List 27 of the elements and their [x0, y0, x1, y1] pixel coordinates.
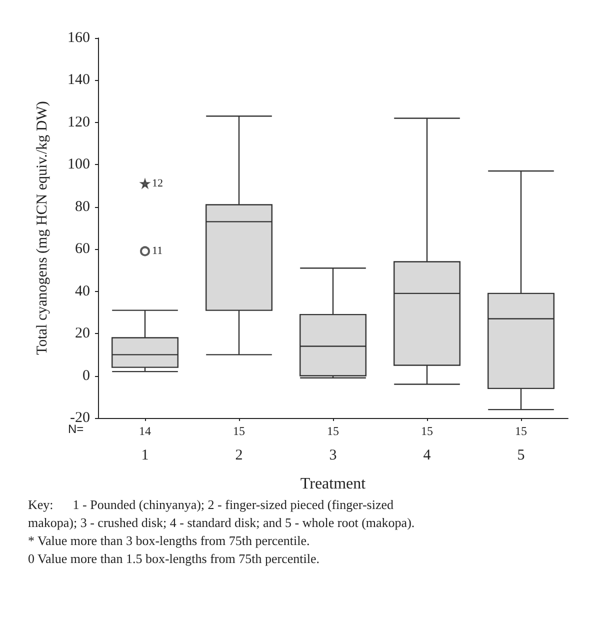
y-axis-title: Total cyanogens (mg HCN equiv./kg DW): [34, 101, 50, 355]
x-tick-label: 5: [517, 448, 525, 464]
text: Key: 1 - Pounded (chinyanya); 2 - finger-sized pieced (finger-sized: [28, 497, 394, 512]
text: 0 Value more than 1.5 box-lengths from 75th percentile.: [28, 551, 320, 566]
text: 15: [515, 424, 527, 438]
y-tick-label: 120: [68, 114, 90, 130]
text: 15: [233, 424, 245, 438]
y-tick-label: 100: [68, 156, 90, 173]
y-tick-label: 0: [82, 368, 90, 384]
y-tick-label: 40: [75, 283, 90, 300]
x-tick-label: 2: [235, 448, 243, 464]
annotation: 11: [152, 245, 163, 258]
text: makopa); 3 - crushed disk; 4 - standard disk; and 5 - whole root (makopa).: [28, 515, 415, 530]
x-axis-title: Treatment: [300, 476, 366, 492]
y-tick-label: 20: [75, 326, 90, 342]
text: * Value more than 3 box-lengths from 75th percentile.: [28, 533, 310, 548]
y-tick-label: 160: [68, 30, 90, 46]
text: 15: [327, 424, 339, 438]
y-tick-label: 140: [68, 72, 90, 88]
x-tick-label: 4: [423, 448, 432, 464]
text: 15: [421, 424, 433, 438]
annotation: 12: [152, 178, 163, 190]
y-tick-label: 80: [75, 198, 90, 215]
x-tick-label: 3: [329, 448, 337, 464]
x-tick-label: 1: [141, 448, 149, 464]
text: 14: [139, 424, 151, 438]
y-tick-label: 60: [75, 241, 90, 258]
